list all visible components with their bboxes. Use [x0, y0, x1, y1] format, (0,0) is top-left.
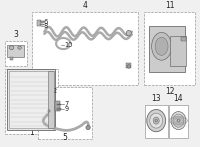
- Text: 2: 2: [52, 88, 57, 94]
- Bar: [170, 36, 186, 66]
- Ellipse shape: [171, 112, 186, 130]
- Ellipse shape: [126, 30, 131, 36]
- Ellipse shape: [155, 119, 157, 122]
- Text: 6: 6: [43, 19, 47, 25]
- Ellipse shape: [18, 46, 21, 49]
- Text: 4: 4: [83, 1, 88, 10]
- Bar: [149, 26, 185, 72]
- Text: 5: 5: [63, 133, 68, 142]
- Text: 13: 13: [151, 94, 161, 103]
- Bar: [57, 108, 61, 110]
- Bar: [32, 12, 138, 85]
- Bar: [169, 105, 188, 138]
- Ellipse shape: [86, 126, 90, 130]
- Bar: [38, 87, 92, 139]
- Text: 11: 11: [165, 1, 174, 10]
- Bar: [7, 69, 55, 130]
- Text: 1: 1: [29, 128, 34, 137]
- Ellipse shape: [127, 65, 131, 68]
- Bar: [9, 71, 53, 128]
- Bar: [48, 110, 50, 112]
- Bar: [126, 63, 131, 68]
- Text: 3: 3: [13, 30, 18, 39]
- Ellipse shape: [147, 110, 166, 132]
- Bar: [10, 57, 13, 60]
- Bar: [5, 69, 58, 134]
- Text: 8: 8: [43, 23, 47, 29]
- Bar: [145, 105, 168, 138]
- Bar: [5, 41, 27, 66]
- Bar: [55, 101, 60, 111]
- Bar: [37, 20, 41, 26]
- Ellipse shape: [153, 117, 159, 124]
- Ellipse shape: [9, 46, 14, 50]
- Text: 9: 9: [64, 106, 68, 112]
- Bar: [144, 12, 195, 85]
- Text: 10: 10: [64, 42, 73, 48]
- Bar: [40, 21, 44, 22]
- Ellipse shape: [155, 37, 168, 55]
- Bar: [181, 37, 186, 41]
- Text: 7: 7: [64, 101, 68, 107]
- Bar: [48, 71, 54, 128]
- Bar: [7, 45, 24, 57]
- Ellipse shape: [173, 114, 184, 127]
- Ellipse shape: [152, 32, 172, 60]
- Ellipse shape: [150, 113, 163, 128]
- Ellipse shape: [177, 119, 180, 122]
- Bar: [57, 104, 61, 105]
- Bar: [40, 24, 44, 25]
- Text: 12: 12: [165, 87, 174, 96]
- Text: 14: 14: [174, 94, 183, 103]
